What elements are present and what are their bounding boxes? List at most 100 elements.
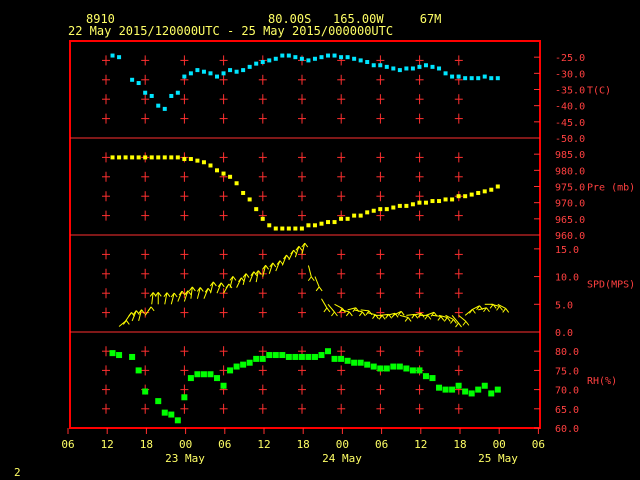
wind-barb-head [453,319,457,324]
rh-point [168,411,175,418]
wind-barb-head [407,317,412,322]
wind-barb-head [225,283,230,289]
rh-point [207,371,214,378]
wind-barb-head [188,286,193,292]
rh-point [331,355,338,362]
rh-point [279,352,286,359]
wind-barb [354,309,363,313]
pressure-point [443,197,448,202]
rh-point [298,353,305,360]
pressure-point [299,226,304,231]
wind-barb [445,314,454,320]
wind-barb [458,314,467,322]
wind-barb [340,309,350,313]
rh-point [194,371,201,378]
pressure-point [397,203,402,208]
x-tick-label: 00 [179,438,192,451]
rh-point [253,355,260,362]
pressure-point [326,220,331,225]
temperature-point [247,64,252,69]
y-tick-label: 65.0 [555,405,579,416]
y-tick-label: 5.0 [555,300,573,311]
pressure-point [234,181,239,186]
wind-barb-head [196,287,201,292]
temperature-point [397,68,402,73]
temperature-point [306,58,311,63]
wind-barb-head [217,282,222,288]
wind-barb [393,310,402,316]
wind-barb-head [443,317,448,322]
pressure-point [482,189,487,194]
rh-point [266,352,273,359]
pressure-point [450,197,455,202]
pressure-point [117,155,122,160]
wind-barb [138,309,143,322]
temperature-point [221,71,226,76]
rh-point [449,386,456,393]
temperature-point [136,81,141,86]
rh-point [422,373,429,380]
y-tick-label: 975.0 [555,183,585,194]
x-tick-label: 18 [297,438,310,451]
rh-point [494,386,501,393]
temperature-point [286,53,291,58]
wind-barb [360,309,370,312]
wind-barb [451,315,459,324]
temperature-point [430,64,435,69]
temperature-point [169,93,174,98]
pressure-point [306,223,311,228]
x-tick-label: 18 [453,438,466,451]
wind-barb [307,265,312,277]
wind-barb-head [232,276,237,281]
pressure-point [156,155,161,160]
y-tick-label: -25.0 [555,53,585,64]
temperature-point [195,68,200,73]
wind-barb-head [204,288,209,293]
series-label: T(C) [587,86,611,97]
wind-barb-head [381,315,386,320]
wind-barb-head [283,254,287,260]
temperature-point [228,68,233,73]
temperature-point [410,66,415,71]
wind-barb-head [427,315,432,320]
wind-barb-head [331,311,335,317]
temperature-point [365,60,370,65]
rh-point [488,390,495,397]
wind-barb-head [178,290,183,296]
wind-barb-head [191,286,196,292]
x-tick-label: 18 [140,438,153,451]
temperature-point [110,53,115,58]
wind-barb-head [250,271,255,277]
wind-barb-head [254,270,259,275]
rh-point [370,363,377,370]
rh-point [292,353,299,360]
pressure-point [371,208,376,213]
wind-barb-head [290,249,295,255]
wind-barb [491,303,500,307]
rh-point [442,386,449,393]
pressure-point [267,223,272,228]
y-tick-label: -50.0 [555,134,585,145]
wind-barb-head [154,291,159,297]
wind-barb-head [307,276,312,282]
rh-point [318,352,325,359]
wind-barb [347,307,357,311]
date-label: 23 May [165,452,205,465]
rh-point [220,382,227,389]
wind-barb-head [505,308,510,313]
wind-barb-head [184,290,189,295]
rh-point [259,355,266,362]
wind-barb-head [400,310,405,316]
wind-barb-head [187,290,192,295]
wind-barb-head [166,292,171,297]
temperature-point [201,69,206,74]
wind-barb-head [209,281,214,287]
wind-barb-head [323,307,328,313]
temperature-point [182,74,187,79]
wind-barb-head [304,242,309,248]
temperature-point [469,76,474,81]
pressure-point [130,155,135,160]
y-tick-label: 70.0 [555,386,579,397]
pressure-point [123,155,128,160]
